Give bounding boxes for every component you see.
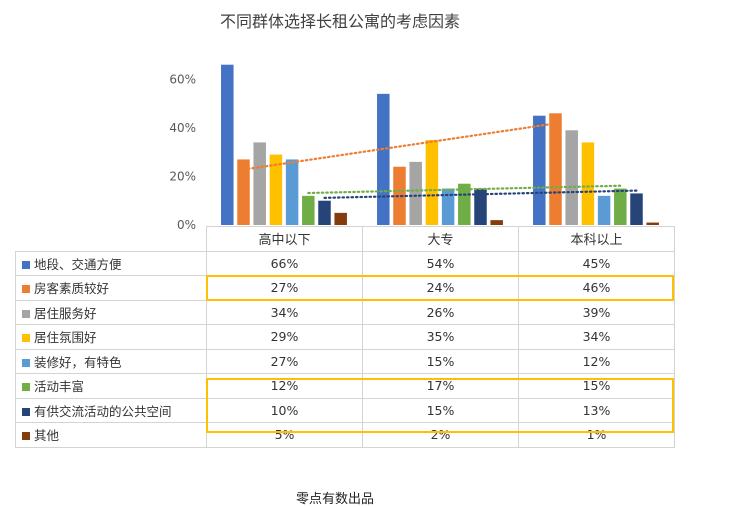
bar — [630, 193, 643, 225]
series-label: 装修好，有特色 — [15, 348, 207, 374]
bar — [334, 212, 347, 225]
source-caption: 零点有数出品 — [296, 492, 375, 507]
bar — [409, 161, 422, 225]
bar — [646, 222, 659, 225]
bar — [597, 195, 611, 225]
series-label: 其他 — [15, 422, 207, 448]
bar — [490, 220, 503, 225]
data-label: 24% — [362, 275, 519, 301]
data-label: 12% — [206, 373, 363, 399]
data-label: 34% — [518, 324, 675, 350]
series-label: 居住服务好 — [15, 299, 207, 325]
data-label: 45% — [518, 250, 675, 276]
data-label: 54% — [362, 250, 519, 276]
y-axis: 0%20%40%60% — [169, 72, 196, 230]
legend-swatch — [22, 285, 30, 294]
series-label: 有供交流活动的公共空间 — [15, 397, 207, 423]
data-label: 13% — [518, 397, 675, 423]
bar — [614, 188, 627, 225]
table-header-row: 高中以下 大专 本科以上 — [15, 226, 675, 252]
legend-swatch — [22, 407, 30, 416]
series-name: 装修好，有特色 — [34, 354, 122, 370]
bar — [302, 195, 315, 225]
data-label: 27% — [206, 348, 363, 374]
data-label: 29% — [206, 324, 363, 350]
legend-swatch — [22, 383, 30, 392]
y-tick-label: 60% — [169, 72, 196, 86]
table-row: 有供交流活动的公共空间 10% 15% 13% — [15, 397, 675, 423]
data-label: 46% — [518, 275, 675, 301]
bar — [237, 159, 250, 225]
series-name: 居住服务好 — [34, 305, 97, 321]
legend-swatch — [22, 432, 30, 441]
data-label: 39% — [518, 299, 675, 325]
data-label: 15% — [362, 397, 519, 423]
series-name: 房客素质较好 — [34, 281, 110, 297]
bar — [441, 188, 455, 225]
bar — [221, 64, 234, 225]
series-label: 活动丰富 — [15, 373, 207, 399]
bar — [458, 183, 471, 225]
bar — [377, 93, 390, 225]
table-corner — [15, 226, 207, 252]
legend-swatch — [22, 358, 30, 367]
bar — [318, 200, 331, 225]
series-label: 居住氛围好 — [15, 324, 207, 350]
bar — [549, 113, 562, 225]
data-label: 27% — [206, 275, 363, 301]
data-label: 66% — [206, 250, 363, 276]
series-name: 其他 — [34, 428, 60, 444]
bar — [269, 154, 283, 225]
category-header: 本科以上 — [518, 226, 675, 252]
data-label: 17% — [362, 373, 519, 399]
table-row: 居住氛围好 29% 35% 34% — [15, 324, 675, 350]
table-row: 其他 5% 2% 1% — [15, 422, 675, 448]
y-tick-label: 40% — [169, 121, 196, 135]
bar — [253, 142, 266, 225]
series-name: 活动丰富 — [34, 379, 85, 395]
bar — [533, 115, 546, 225]
trendline-group — [242, 122, 638, 199]
bar — [393, 166, 406, 225]
data-table: 高中以下 大专 本科以上 地段、交通方便 66% 54% 45% 房客素质较好 27% 24… — [15, 226, 675, 448]
legend-swatch — [22, 260, 30, 269]
bar — [565, 130, 578, 225]
data-label: 26% — [362, 299, 519, 325]
series-label: 地段、交通方便 — [15, 250, 207, 276]
table-row: 居住服务好 34% 26% 39% — [15, 299, 675, 325]
series-name: 有供交流活动的公共空间 — [34, 403, 172, 419]
table-row: 活动丰富 12% 17% 15% — [15, 373, 675, 399]
series-label: 房客素质较好 — [15, 275, 207, 301]
data-label: 1% — [518, 422, 675, 448]
data-label: 12% — [518, 348, 675, 374]
legend-swatch — [22, 309, 30, 318]
table-row: 房客素质较好 27% 24% 46% — [15, 275, 675, 301]
legend-swatch — [22, 334, 30, 343]
bar — [285, 159, 299, 225]
trendline — [323, 189, 638, 199]
category-header: 高中以下 — [206, 226, 363, 252]
data-label: 35% — [362, 324, 519, 350]
series-name: 居住氛围好 — [34, 330, 97, 346]
trendline — [307, 184, 622, 195]
data-label: 5% — [206, 422, 363, 448]
trendline — [242, 122, 557, 171]
data-label: 34% — [206, 299, 363, 325]
category-header: 大专 — [362, 226, 519, 252]
data-label: 10% — [206, 397, 363, 423]
bar — [425, 140, 439, 225]
data-label: 15% — [518, 373, 675, 399]
bar-series-group — [221, 64, 659, 225]
y-tick-label: 20% — [169, 169, 196, 183]
data-label: 15% — [362, 348, 519, 374]
bar — [581, 142, 595, 225]
table-row: 装修好，有特色 27% 15% 12% — [15, 348, 675, 374]
bar-chart: 0%20%40%60% — [169, 64, 659, 230]
series-name: 地段、交通方便 — [34, 256, 122, 272]
bar — [474, 188, 487, 225]
data-label: 2% — [362, 422, 519, 448]
chart-title: 不同群体选择长租公寓的考虑因素 — [219, 12, 460, 31]
table-row: 地段、交通方便 66% 54% 45% — [15, 250, 675, 276]
